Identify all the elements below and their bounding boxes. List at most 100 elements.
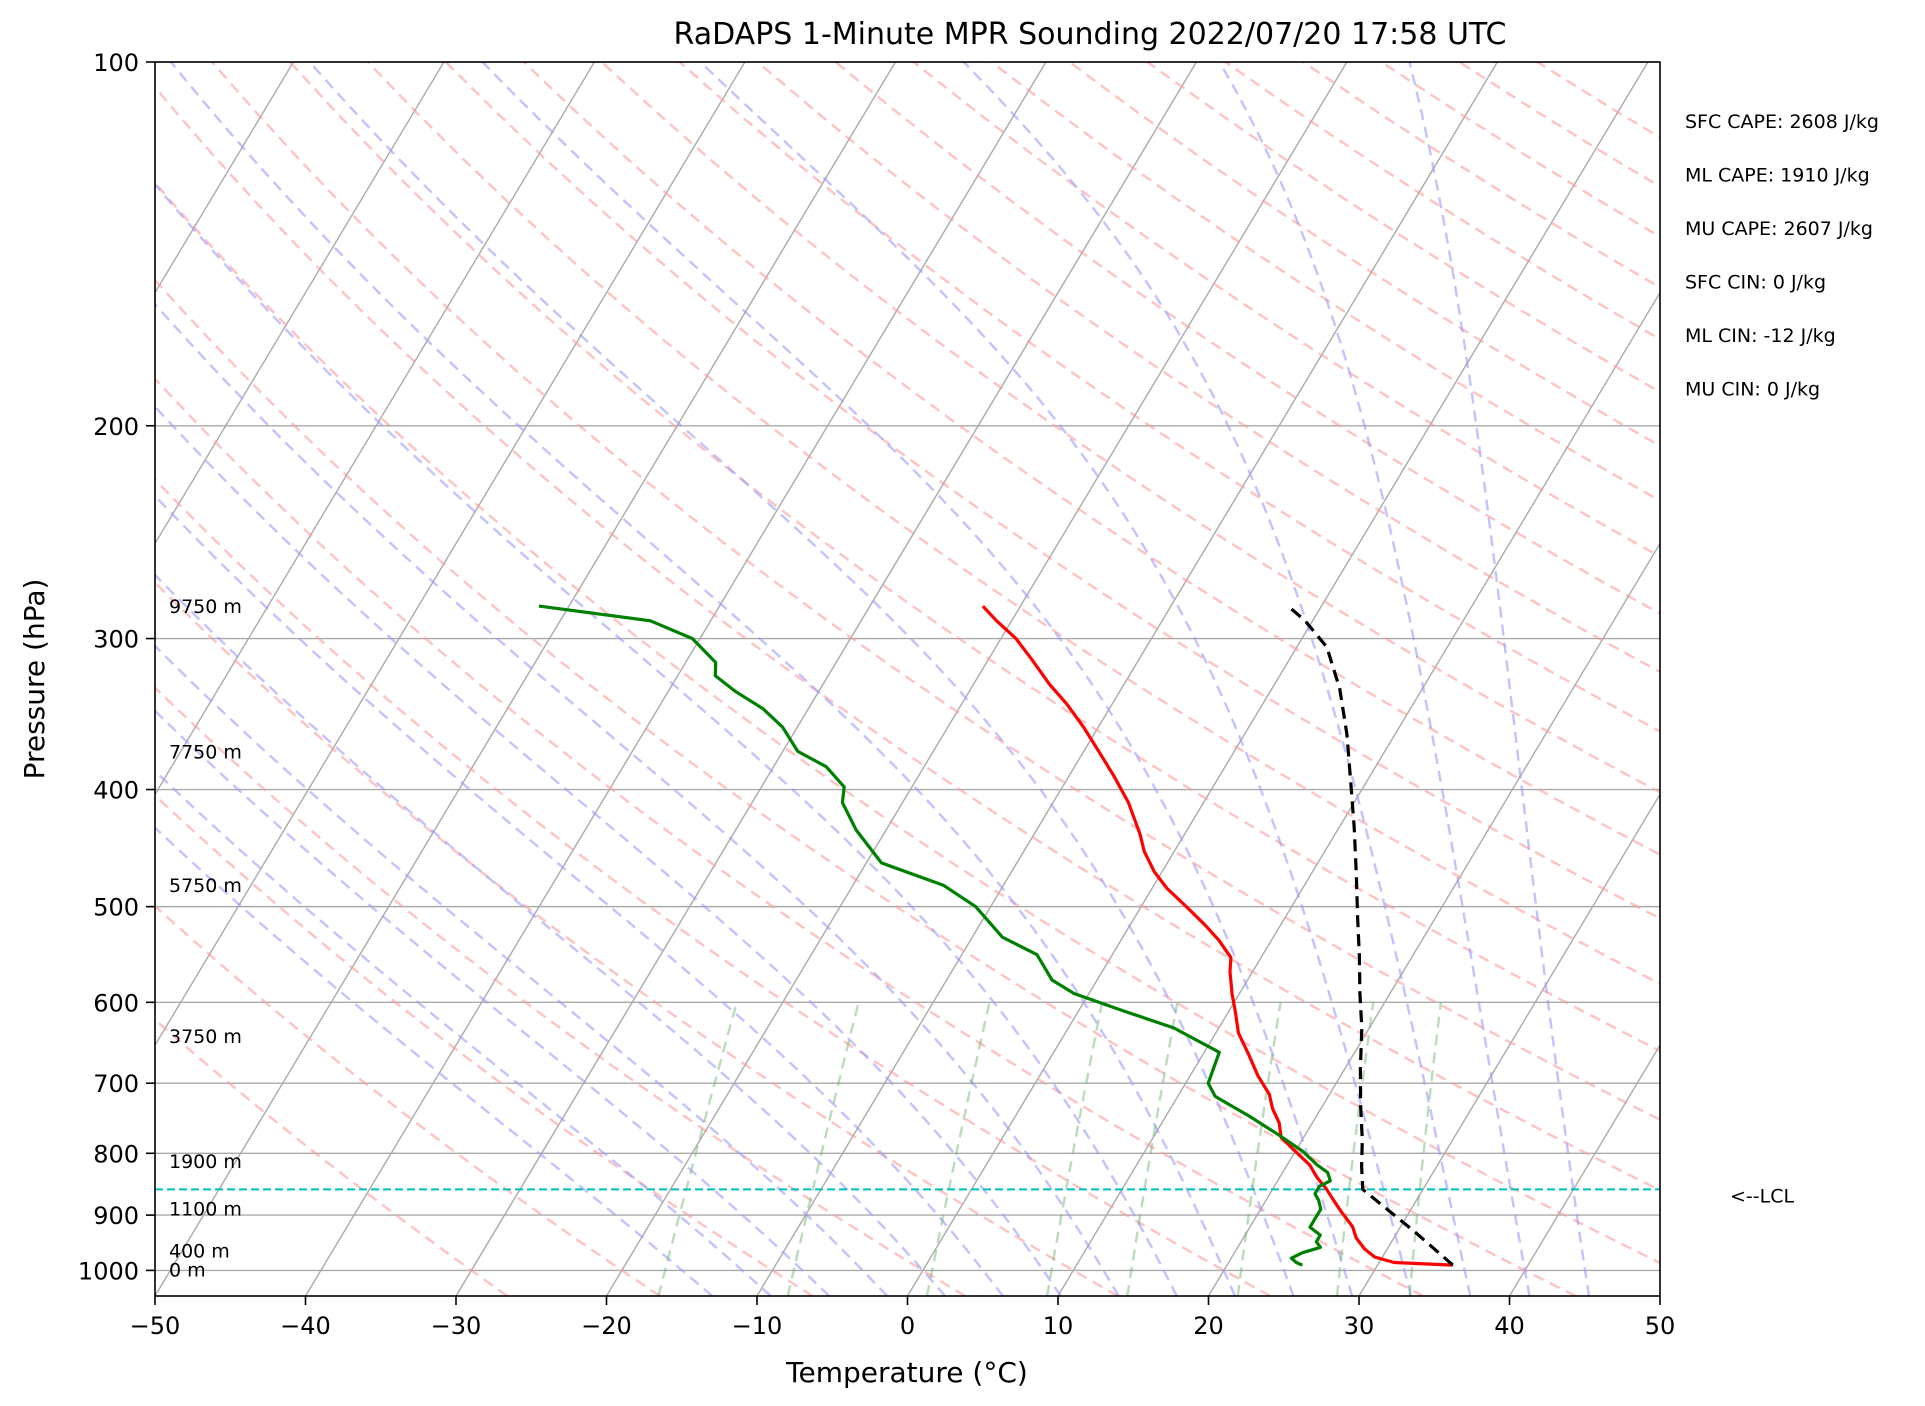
stat-line: ML CAPE: 1910 J/kg — [1685, 165, 1870, 187]
plot-frame — [154, 61, 1661, 1297]
isotherm-line — [1508, 1043, 1660, 1296]
x-tick-label: 30 — [1344, 1312, 1375, 1340]
y-tick-label: 1000 — [78, 1257, 139, 1285]
x-tick-label: 10 — [1043, 1312, 1074, 1340]
dry-adiabat-line — [367, 62, 1660, 986]
mixing-ratio-line — [657, 1001, 738, 1296]
dry-adiabat-line — [1536, 62, 1660, 139]
isotherm-line — [155, 62, 445, 545]
dry-adiabat-line — [444, 62, 1660, 920]
mixing-ratio-line — [1408, 1002, 1443, 1296]
dry-adiabat-line — [155, 904, 661, 1296]
moist-adiabat-line — [1408, 62, 1591, 1296]
background-lines — [155, 62, 1660, 1296]
dry-adiabat-line — [289, 62, 1660, 1053]
height-label: 0 m — [169, 1259, 206, 1281]
height-label: 9750 m — [169, 596, 242, 618]
mixing-ratio-line — [786, 1002, 860, 1296]
isotherm-line — [455, 62, 1198, 1296]
x-tick-label: −40 — [280, 1312, 331, 1340]
isotherm-line — [605, 62, 1348, 1296]
dry-adiabat-line — [1458, 62, 1660, 189]
height-label: 400 m — [169, 1241, 230, 1263]
mixing-ratio-line — [925, 1002, 991, 1296]
dry-adiabat-line — [155, 686, 966, 1296]
stat-line: MU CAPE: 2607 J/kg — [1685, 218, 1873, 240]
moist-adiabat-line — [155, 182, 1178, 1296]
mixing-ratio-line — [1126, 1002, 1179, 1296]
moist-adiabat-line — [155, 709, 831, 1296]
dry-adiabat-line — [155, 580, 1119, 1296]
y-tick-label: 600 — [93, 989, 139, 1017]
stats-panel: SFC CAPE: 2608 J/kg ML CAPE: 1910 J/kg MU … — [1685, 111, 1879, 401]
moist-adiabat-line — [155, 573, 947, 1296]
dry-adiabat-line — [155, 278, 1577, 1296]
mixing-ratio-line — [1335, 1002, 1375, 1296]
height-label: 1100 m — [169, 1199, 242, 1221]
isotherm-line — [1358, 792, 1660, 1296]
isotherm-line — [1057, 291, 1660, 1296]
isotherm-line — [155, 62, 295, 295]
y-axis-label: Pressure (hPa) — [18, 579, 51, 780]
x-axis-label: Temperature (°C) — [785, 1356, 1028, 1389]
x-tick-label: 20 — [1193, 1312, 1224, 1340]
dry-adiabat-line — [1302, 62, 1660, 289]
dry-adiabat-line — [834, 62, 1660, 615]
dry-adiabat-line — [155, 377, 1424, 1296]
dry-adiabat-line — [155, 1018, 509, 1296]
moist-adiabat-line — [699, 62, 1413, 1296]
y-tick-label: 500 — [93, 894, 139, 922]
dry-adiabat-line — [211, 62, 1660, 1121]
isotherm-line — [155, 62, 897, 1296]
isotherm-line — [1207, 542, 1660, 1296]
isotherm-line — [906, 62, 1649, 1296]
x-tick-label: 50 — [1645, 1312, 1676, 1340]
dry-adiabat-line — [756, 62, 1660, 674]
moist-adiabat-line — [155, 644, 889, 1296]
dry-adiabat-line — [522, 62, 1660, 857]
stat-line: SFC CAPE: 2608 J/kg — [1685, 111, 1879, 133]
stat-line: ML CIN: -12 J/kg — [1685, 325, 1836, 347]
parcel-line — [1289, 606, 1454, 1267]
moist-adiabat-line — [155, 494, 1004, 1296]
x-tick-label: −50 — [130, 1312, 181, 1340]
moist-adiabat-line — [1218, 62, 1531, 1296]
y-tick-label: 100 — [93, 49, 139, 77]
height-label: 1900 m — [169, 1151, 242, 1173]
dry-adiabat-line — [1224, 62, 1660, 341]
mixing-ratio-line — [1236, 1002, 1282, 1296]
isotherm-line — [1659, 1294, 1660, 1296]
mixing-ratio-line — [1045, 1002, 1104, 1296]
x-tick-label: −30 — [431, 1312, 482, 1340]
temperature-line — [981, 605, 1453, 1267]
dry-adiabat-line — [155, 85, 1660, 1192]
y-tick-label: 900 — [93, 1202, 139, 1230]
y-tick-label: 400 — [93, 777, 139, 805]
dry-adiabat-line — [678, 62, 1660, 733]
isotherm-line — [756, 62, 1499, 1296]
isotherm-line — [155, 62, 596, 796]
lcl-label: <--LCL — [1730, 1185, 1794, 1207]
moist-adiabat-line — [169, 62, 1237, 1296]
dry-adiabat-line — [1380, 62, 1660, 239]
dry-adiabat-line — [155, 793, 814, 1296]
dry-adiabat-line — [990, 62, 1660, 502]
y-tick-label: 200 — [93, 413, 139, 441]
moist-adiabat-line — [308, 62, 1295, 1296]
x-tick-label: −10 — [732, 1312, 783, 1340]
dewpoint-line — [538, 604, 1332, 1267]
x-tick-label: 40 — [1494, 1312, 1525, 1340]
x-tick-label: −20 — [581, 1312, 632, 1340]
axes: −50 −40 −30 −20 −10 0 10 20 30 40 50 100 200 300 400 50… — [78, 49, 1795, 1340]
isotherm-line — [155, 62, 746, 1047]
dry-adiabat-line — [155, 181, 1660, 1265]
x-tick-label: 0 — [900, 1312, 915, 1340]
moist-adiabat-line — [155, 302, 1120, 1296]
stat-line: SFC CIN: 0 J/kg — [1685, 272, 1826, 294]
moist-adiabat-line — [962, 62, 1472, 1296]
height-label: 7750 m — [169, 741, 242, 763]
moist-adiabat-line — [155, 769, 772, 1296]
stat-line: MU CIN: 0 J/kg — [1685, 379, 1820, 401]
series-layer — [155, 604, 1660, 1267]
